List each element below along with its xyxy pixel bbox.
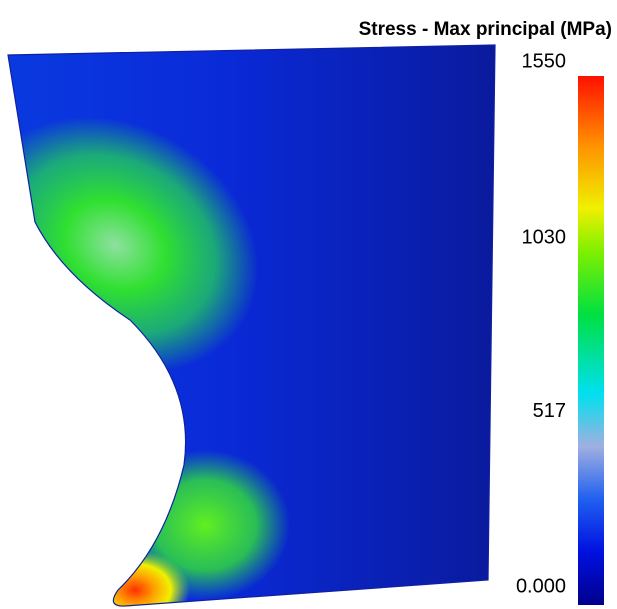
color-bar bbox=[578, 76, 604, 605]
colorbar-tick-label: 1550 bbox=[522, 50, 567, 72]
colorbar-tick-label: 517 bbox=[533, 400, 566, 422]
colorbar-tick-label: 0.000 bbox=[516, 575, 566, 597]
part-outline bbox=[7, 44, 496, 607]
stress-field bbox=[8, 45, 495, 607]
colorbar-tick-label: 1030 bbox=[522, 226, 567, 248]
legend-title: Stress - Max principal (MPa) bbox=[359, 19, 612, 40]
